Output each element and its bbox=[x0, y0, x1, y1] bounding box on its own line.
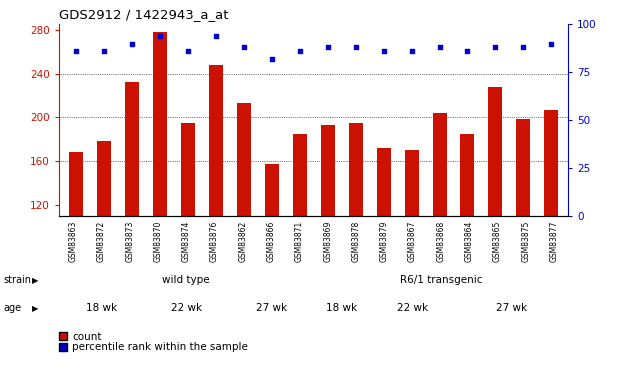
Bar bbox=[237, 103, 251, 336]
Point bbox=[323, 44, 333, 50]
Text: R6/1 transgenic: R6/1 transgenic bbox=[400, 275, 482, 285]
Text: GSM83868: GSM83868 bbox=[437, 220, 445, 262]
Text: GSM83879: GSM83879 bbox=[380, 220, 389, 262]
Point bbox=[127, 40, 137, 46]
Text: wild type: wild type bbox=[163, 275, 210, 285]
Bar bbox=[209, 65, 223, 336]
Point bbox=[266, 56, 276, 62]
Text: strain: strain bbox=[3, 275, 31, 285]
Bar bbox=[292, 134, 307, 336]
Text: 18 wk: 18 wk bbox=[86, 303, 117, 313]
Text: 22 wk: 22 wk bbox=[171, 303, 202, 313]
Bar bbox=[404, 150, 419, 336]
Point bbox=[99, 48, 109, 54]
Point bbox=[435, 44, 445, 50]
Bar bbox=[265, 164, 279, 336]
Text: ▶: ▶ bbox=[32, 304, 39, 313]
Bar bbox=[545, 110, 558, 336]
Bar bbox=[376, 148, 391, 336]
Text: GSM83874: GSM83874 bbox=[182, 220, 191, 262]
Bar bbox=[348, 123, 363, 336]
Point bbox=[546, 40, 556, 46]
Bar bbox=[69, 152, 83, 336]
Text: GSM83865: GSM83865 bbox=[493, 220, 502, 262]
Bar bbox=[517, 120, 530, 336]
Text: GSM83867: GSM83867 bbox=[408, 220, 417, 262]
Point bbox=[238, 44, 248, 50]
Point bbox=[71, 48, 81, 54]
Bar bbox=[181, 123, 195, 336]
Bar bbox=[125, 82, 138, 336]
Point bbox=[211, 33, 220, 39]
Text: GSM83869: GSM83869 bbox=[324, 220, 332, 262]
Bar bbox=[153, 32, 166, 336]
Text: GSM83864: GSM83864 bbox=[465, 220, 474, 262]
Text: GSM83876: GSM83876 bbox=[210, 220, 219, 262]
Text: GSM83862: GSM83862 bbox=[238, 220, 247, 262]
Point bbox=[379, 48, 389, 54]
Text: GDS2912 / 1422943_a_at: GDS2912 / 1422943_a_at bbox=[59, 8, 229, 21]
Bar bbox=[97, 141, 111, 336]
Text: GSM83871: GSM83871 bbox=[295, 220, 304, 262]
Point bbox=[183, 48, 193, 54]
Bar bbox=[320, 125, 335, 336]
Text: age: age bbox=[3, 303, 21, 313]
Text: 27 wk: 27 wk bbox=[256, 303, 287, 313]
Text: ▶: ▶ bbox=[32, 276, 39, 285]
Text: GSM83875: GSM83875 bbox=[521, 220, 530, 262]
Bar bbox=[489, 87, 502, 336]
Bar bbox=[432, 113, 446, 336]
Point bbox=[407, 48, 417, 54]
Text: GSM83877: GSM83877 bbox=[550, 220, 558, 262]
Point bbox=[351, 44, 361, 50]
Point bbox=[491, 44, 501, 50]
Text: 22 wk: 22 wk bbox=[397, 303, 428, 313]
Text: GSM83878: GSM83878 bbox=[351, 220, 361, 262]
Text: 18 wk: 18 wk bbox=[326, 303, 358, 313]
Text: GSM83863: GSM83863 bbox=[69, 220, 78, 262]
Text: percentile rank within the sample: percentile rank within the sample bbox=[72, 342, 248, 352]
Text: GSM83870: GSM83870 bbox=[153, 220, 163, 262]
Point bbox=[294, 48, 304, 54]
Bar bbox=[461, 134, 474, 336]
Point bbox=[519, 44, 528, 50]
Text: GSM83866: GSM83866 bbox=[266, 220, 276, 262]
Text: 27 wk: 27 wk bbox=[496, 303, 527, 313]
Text: GSM83872: GSM83872 bbox=[97, 220, 106, 262]
Text: count: count bbox=[72, 332, 102, 342]
Text: GSM83873: GSM83873 bbox=[125, 220, 134, 262]
Point bbox=[155, 33, 165, 39]
Point bbox=[463, 48, 473, 54]
